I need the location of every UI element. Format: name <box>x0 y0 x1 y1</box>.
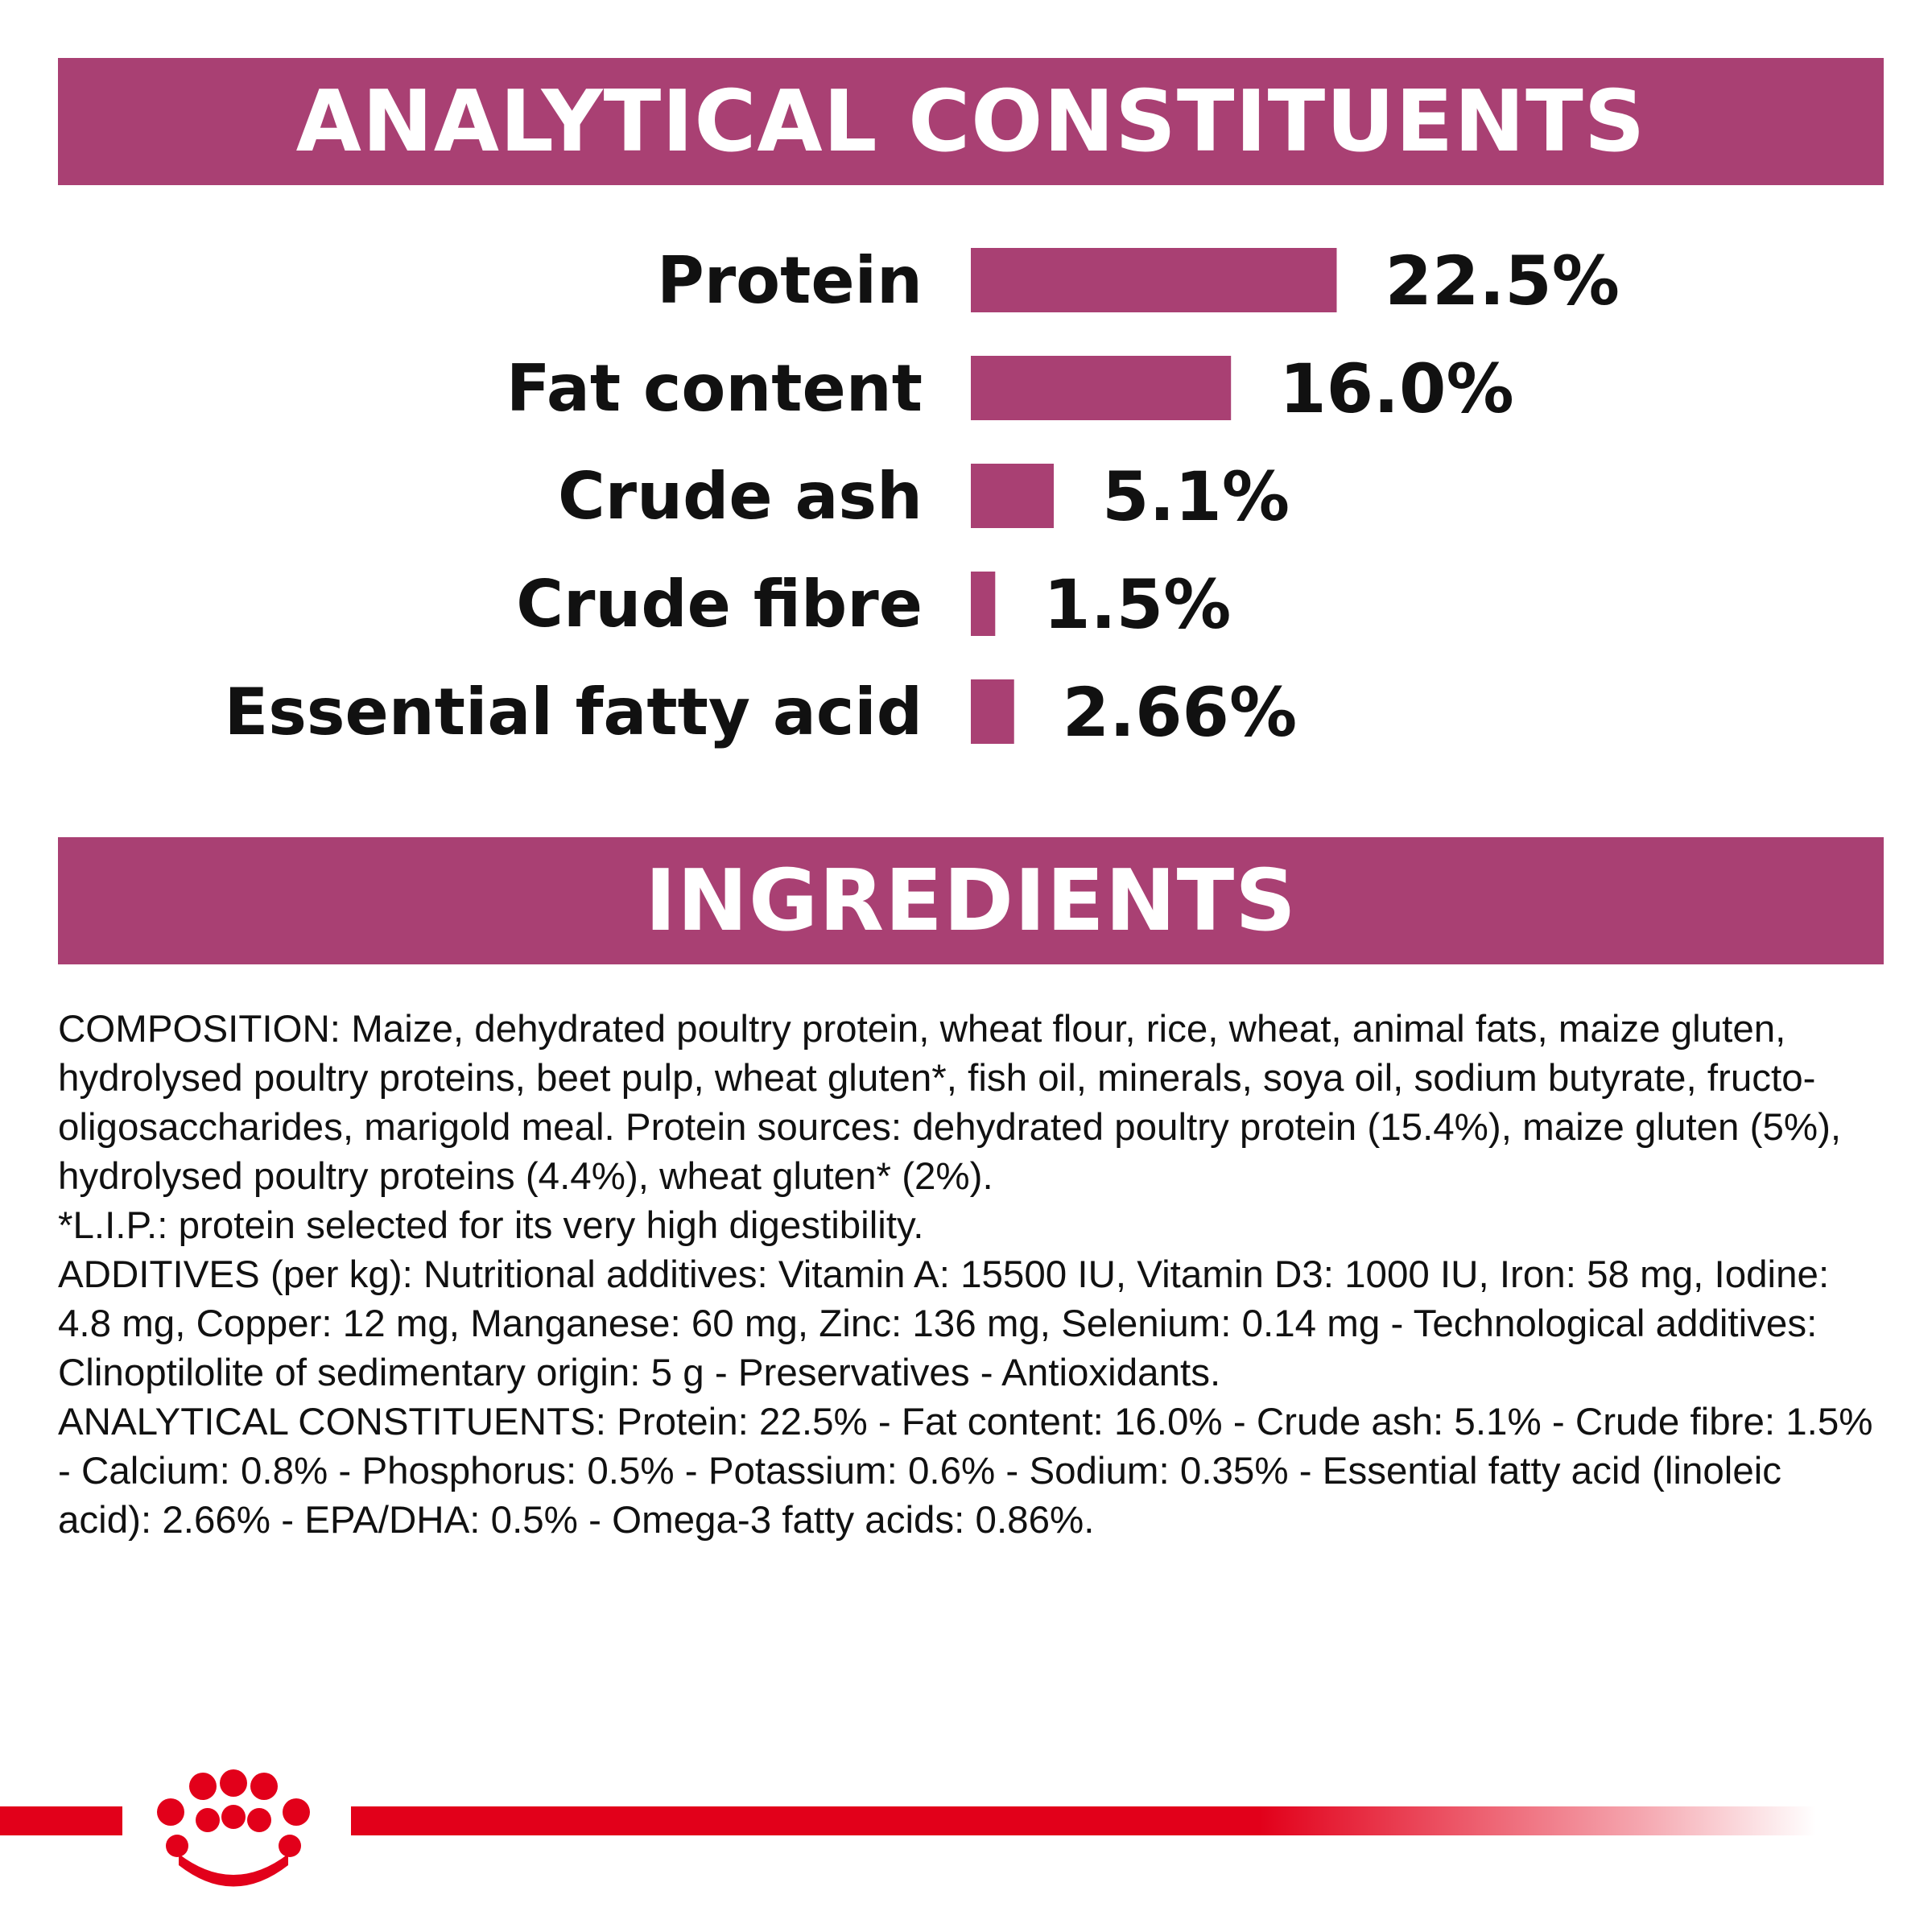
bar <box>971 356 1232 420</box>
value-label: 5.1% <box>1102 457 1290 536</box>
ingredients-banner: INGREDIENTS <box>58 837 1884 964</box>
category-label: Protein <box>657 243 923 318</box>
category-label: Essential fatty acid <box>225 675 923 749</box>
ingredients-text: COMPOSITION: Maize, dehydrated poultry p… <box>58 1005 1884 1545</box>
royal-crown-icon <box>157 1769 310 1887</box>
bar <box>971 464 1055 528</box>
value-label: 16.0% <box>1279 349 1513 428</box>
analytical-paragraph: ANALYTICAL CONSTITUENTS: Protein: 22.5% … <box>58 1397 1884 1545</box>
analytical-constituents-chart: Protein 22.5% Fat content 16.0% Crude ash 5.1… <box>225 242 1620 752</box>
analytical-constituents-banner: ANALYTICAL CONSTITUENTS <box>58 58 1884 185</box>
analytical-constituents-title: ANALYTICAL CONSTITUENTS <box>295 72 1646 171</box>
composition-paragraph: COMPOSITION: Maize, dehydrated poultry p… <box>58 1005 1884 1201</box>
category-label: Fat content <box>506 351 923 426</box>
brand-line-left <box>0 1806 122 1835</box>
value-label: 2.66% <box>1063 673 1297 752</box>
ingredients-title: INGREDIENTS <box>645 852 1297 950</box>
bar <box>971 248 1337 312</box>
composition-text: Maize, dehydrated poultry protein, wheat… <box>58 1008 1842 1198</box>
category-label: Crude ash <box>558 459 923 534</box>
additives-paragraph: ADDITIVES (per kg): Nutritional additive… <box>58 1250 1884 1397</box>
value-label: 1.5% <box>1043 565 1231 644</box>
bar <box>971 679 1014 744</box>
value-label: 22.5% <box>1385 242 1620 320</box>
additives-prefix: ADDITIVES (per kg): <box>58 1253 413 1296</box>
category-label: Crude fibre <box>516 567 923 642</box>
analytical-text: Protein: 22.5% - Fat content: 16.0% - Cr… <box>58 1401 1873 1542</box>
composition-prefix: COMPOSITION: <box>58 1008 341 1051</box>
analytical-prefix: ANALYTICAL CONSTITUENTS: <box>58 1401 606 1443</box>
additives-text: Nutritional additives: Vitamin A: 15500 … <box>58 1253 1830 1394</box>
lip-note: *L.I.P.: protein selected for its very h… <box>58 1204 924 1247</box>
brand-line-right <box>351 1806 1816 1835</box>
bar <box>971 572 996 636</box>
